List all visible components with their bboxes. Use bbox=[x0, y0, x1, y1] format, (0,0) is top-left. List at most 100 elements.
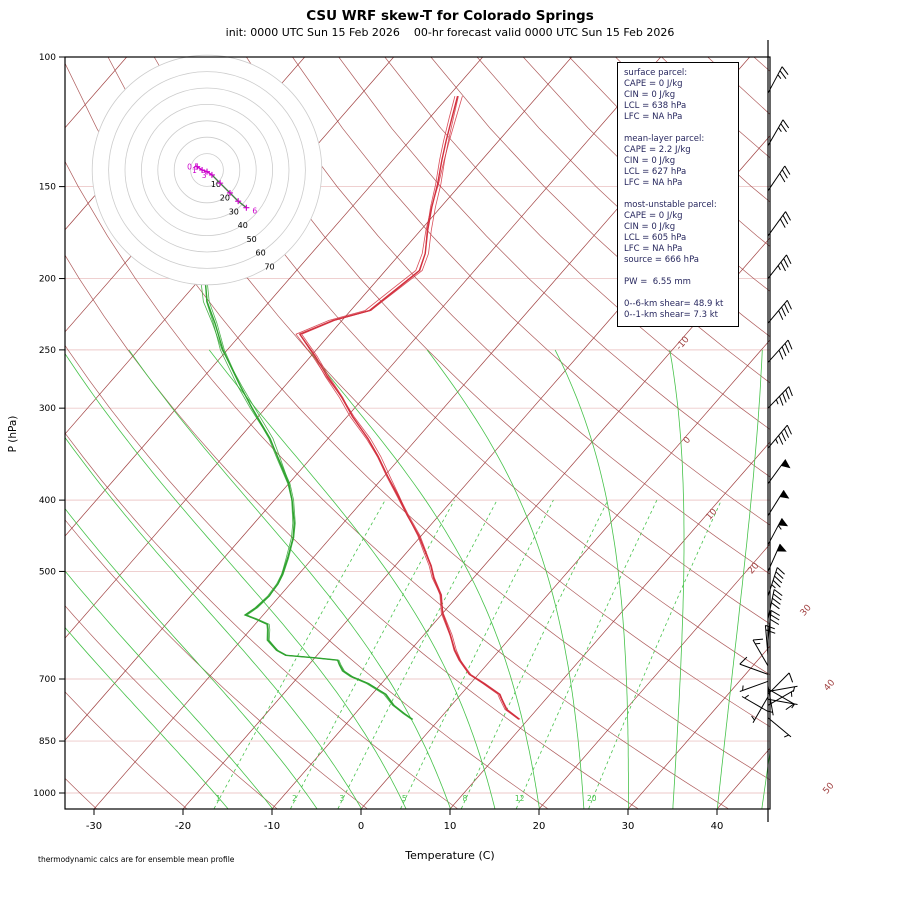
hodograph-point-marker bbox=[226, 189, 233, 196]
hodograph-ring-label: 10 bbox=[211, 180, 221, 189]
info-line: CAPE = 2.2 J/kg bbox=[624, 145, 691, 155]
pressure-tick-label: 850 bbox=[39, 737, 56, 747]
info-line bbox=[624, 189, 732, 200]
wind-barb bbox=[767, 688, 795, 711]
pressure-tick-label: 250 bbox=[39, 346, 56, 356]
wind-barb bbox=[767, 386, 793, 409]
wind-barb bbox=[767, 66, 789, 94]
isotherm-label: 40 bbox=[822, 678, 837, 693]
temperature-tick-label: -30 bbox=[86, 821, 102, 832]
info-line: CIN = 0 J/kg bbox=[624, 90, 676, 100]
wind-barb bbox=[767, 518, 789, 546]
parcel-info-box: surface parcel: CAPE = 0 J/kg CIN = 0 J/kg… bbox=[617, 62, 739, 327]
info-line: CAPE = 0 J/kg bbox=[624, 79, 683, 89]
hodograph-ring bbox=[190, 153, 224, 187]
temperature-member bbox=[299, 96, 519, 720]
hodograph-ring bbox=[124, 87, 290, 253]
isotherm-label: 20 bbox=[746, 561, 761, 576]
wind-barb bbox=[767, 459, 791, 484]
hodograph-point-marker bbox=[217, 180, 224, 187]
info-line: LFC = NA hPa bbox=[624, 244, 683, 254]
info-line: 0--6-km shear= 48.9 kt bbox=[624, 299, 724, 309]
temperature-member bbox=[301, 95, 521, 720]
wind-barb bbox=[767, 685, 774, 716]
wind-barb bbox=[739, 680, 769, 692]
pressure-tick-label: 300 bbox=[39, 404, 56, 414]
wind-barb bbox=[767, 698, 798, 709]
info-line: source = 666 hPa bbox=[624, 255, 700, 265]
wind-barb bbox=[764, 624, 776, 656]
chart-subtitle: init: 0000 UTC Sun 15 Feb 2026 00-hr for… bbox=[225, 26, 675, 39]
dewpoint-profile bbox=[204, 278, 413, 720]
info-line: LFC = NA hPa bbox=[624, 178, 683, 188]
chart-title: CSU WRF skew-T for Colorado Springs bbox=[306, 8, 594, 24]
hodograph-ring-label: 50 bbox=[247, 235, 257, 244]
dewpoint-member bbox=[206, 278, 414, 720]
wind-barb bbox=[767, 543, 787, 572]
wind-barb-column bbox=[739, 40, 798, 822]
info-line: CAPE = 0 J/kg bbox=[624, 211, 683, 221]
temperature-profile bbox=[298, 95, 520, 720]
mixing-ratio-label: 20 bbox=[587, 794, 597, 803]
hodograph-ring-label: 40 bbox=[238, 221, 248, 230]
info-line: LCL = 605 hPa bbox=[624, 233, 687, 243]
wind-barb bbox=[767, 339, 793, 363]
wind-barb bbox=[767, 717, 792, 738]
info-line: CIN = 0 J/kg bbox=[624, 156, 676, 166]
dewpoint-member bbox=[205, 278, 412, 720]
wind-barb bbox=[767, 689, 795, 706]
temperature-tick-label: 10 bbox=[444, 821, 457, 832]
wind-barb bbox=[752, 638, 769, 667]
temperature-tick-label: -20 bbox=[175, 821, 191, 832]
mixing-ratio-label: 3 bbox=[339, 794, 344, 803]
wind-barb bbox=[767, 672, 794, 695]
info-line bbox=[624, 266, 732, 277]
hodograph-ring-label: 60 bbox=[256, 249, 266, 258]
info-line: CIN = 0 J/kg bbox=[624, 222, 676, 232]
wind-barb bbox=[767, 165, 791, 192]
info-line: LCL = 627 hPa bbox=[624, 167, 687, 177]
info-line: LFC = NA hPa bbox=[624, 112, 683, 122]
hodograph-point-marker bbox=[208, 171, 215, 178]
isotherm-label: 0 bbox=[682, 435, 693, 446]
temperature-tick-label: 30 bbox=[622, 821, 635, 832]
hodograph-ring bbox=[91, 54, 323, 286]
temperature-member bbox=[295, 95, 519, 720]
mixing-ratio-label: 2 bbox=[292, 794, 297, 803]
hodograph-ring bbox=[157, 120, 257, 220]
footer-note: thermodynamic calcs are for ensemble mea… bbox=[38, 855, 235, 864]
wind-barb bbox=[767, 567, 785, 597]
profiles bbox=[200, 95, 521, 720]
wind-barb bbox=[739, 656, 769, 675]
hodograph-point-marker bbox=[194, 163, 201, 170]
wind-barb bbox=[767, 211, 791, 237]
hodograph-point-marker bbox=[204, 168, 210, 175]
temperature-tick-label: 40 bbox=[711, 821, 724, 832]
hodograph-ring-label: 70 bbox=[264, 262, 274, 271]
info-line bbox=[624, 123, 732, 134]
mixing-ratio-label: 5 bbox=[402, 794, 407, 803]
pressure-tick-label: 150 bbox=[39, 183, 56, 193]
hodograph-altitude-label: 0.5 bbox=[187, 163, 199, 172]
wind-barb bbox=[767, 254, 792, 279]
hodograph-ring-label: 30 bbox=[229, 207, 239, 216]
hodograph-altitude-label: 6 bbox=[252, 207, 257, 216]
wind-barb bbox=[767, 609, 780, 641]
wind-barb bbox=[767, 490, 790, 516]
wind-barb bbox=[767, 119, 790, 146]
hodograph-altitude-label: 1 bbox=[192, 166, 197, 175]
wind-barb bbox=[767, 589, 783, 620]
info-line: mean-layer parcel: bbox=[624, 134, 705, 144]
info-line: LCL = 638 hPa bbox=[624, 101, 687, 111]
hodograph-point-marker bbox=[235, 198, 242, 205]
pressure-tick-label: 100 bbox=[39, 53, 56, 63]
hodograph-ring-label: 20 bbox=[220, 194, 230, 203]
temperature-tick-label: 20 bbox=[533, 821, 546, 832]
hodograph-point-marker bbox=[243, 204, 250, 211]
hodograph: 10 20 30 40 50 60 70 0.513 6 bbox=[91, 54, 323, 286]
isotherm-label: 50 bbox=[822, 781, 837, 796]
hodograph-ring bbox=[108, 71, 306, 269]
